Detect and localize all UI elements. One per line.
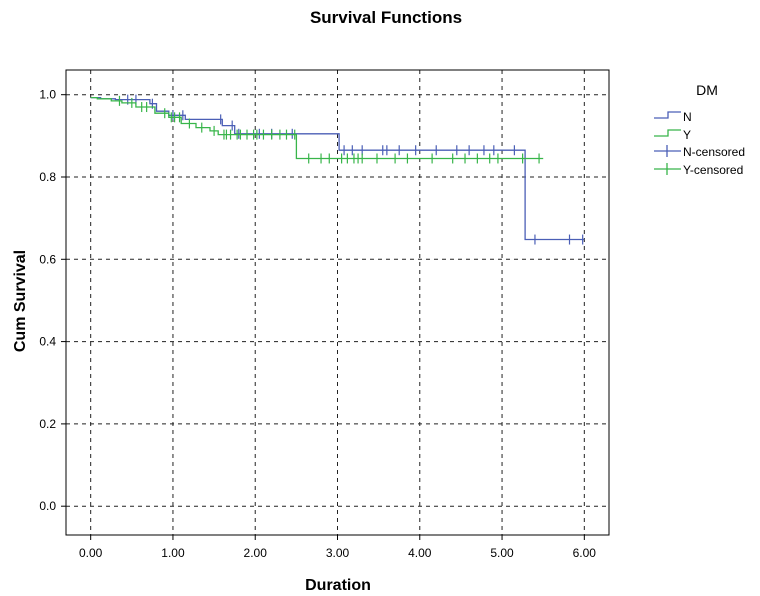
y-tick-label: 0.6 bbox=[39, 252, 56, 266]
y-axis-title: Cum Survival bbox=[12, 250, 29, 352]
survival-curve-n bbox=[90, 96, 585, 241]
y-tick-label: 0.8 bbox=[39, 170, 56, 184]
legend-label-y-censored: Y-censored bbox=[683, 163, 743, 177]
grid bbox=[66, 70, 609, 535]
legend-entry-y: Y bbox=[654, 128, 691, 142]
y-tick-label: 0.4 bbox=[39, 335, 56, 349]
legend-swatch-n bbox=[654, 111, 681, 119]
series-y bbox=[90, 95, 544, 164]
y-tick-label: 1.0 bbox=[39, 88, 56, 102]
legend-label-y: Y bbox=[683, 128, 691, 142]
legend-title: DM bbox=[696, 82, 718, 98]
x-tick-label: 2.00 bbox=[244, 546, 268, 560]
series-n bbox=[90, 94, 585, 245]
y-tick-label: 0.2 bbox=[39, 417, 56, 431]
chart-title: Survival Functions bbox=[310, 8, 462, 27]
x-tick-label: 0.00 bbox=[79, 546, 103, 560]
x-tick-label: 6.00 bbox=[573, 546, 597, 560]
legend-label-n: N bbox=[683, 110, 692, 124]
legend-swatch-y bbox=[654, 129, 681, 137]
axis-ticks: 0.00 1.00 2.00 3.00 4.00 5.00 6.00 0.0 0.2 0.4 0.6… bbox=[39, 88, 596, 560]
legend: DM N Y N-censored Y-censored bbox=[654, 82, 745, 177]
legend-entry-n: N bbox=[654, 110, 692, 124]
legend-label-n-censored: N-censored bbox=[683, 145, 745, 159]
x-tick-label: 4.00 bbox=[408, 546, 432, 560]
x-axis-title: Duration bbox=[305, 577, 371, 594]
legend-entry-n-censored: N-censored bbox=[654, 145, 745, 159]
x-tick-label: 1.00 bbox=[161, 546, 185, 560]
x-tick-label: 3.00 bbox=[326, 546, 350, 560]
legend-entry-y-censored: Y-censored bbox=[654, 163, 743, 177]
survival-curve-y bbox=[90, 96, 544, 160]
y-tick-label: 0.0 bbox=[39, 499, 56, 513]
series-layer bbox=[90, 94, 585, 245]
x-tick-label: 5.00 bbox=[490, 546, 514, 560]
